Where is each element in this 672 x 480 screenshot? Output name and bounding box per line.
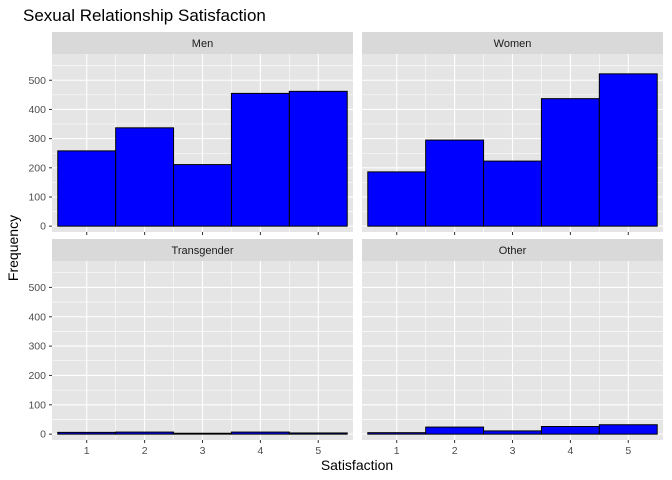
y-tick-label: 500 [28,75,46,87]
histogram-bar [115,127,175,227]
x-tick-label: 4 [567,445,573,457]
histogram-bar [57,431,117,435]
y-axis-title: Frequency [5,215,21,281]
facet-strip-label: Transgender [172,245,234,257]
facet-strip [362,239,663,261]
x-tick-label: 2 [452,445,458,457]
chart-title: Sexual Relationship Satisfaction [23,6,266,25]
histogram-bar [598,424,658,435]
facet-strip [52,32,353,54]
y-tick-label: 0 [40,429,46,441]
histogram-bar [57,150,117,227]
y-tick-label: 500 [28,282,46,294]
x-tick-label: 3 [200,445,206,457]
histogram-bar [230,431,290,435]
histogram-bar [598,73,658,227]
x-axis-title: Satisfaction [321,457,393,473]
facet-strip [362,32,663,54]
facet-strip [52,239,353,261]
x-tick-label: 5 [625,445,631,457]
y-tick-label: 200 [28,370,46,382]
x-tick-label: 1 [84,445,90,457]
x-tick-label: 3 [510,445,516,457]
histogram-bar [425,426,485,435]
y-tick-label: 200 [28,162,46,174]
histogram-bar [540,426,600,435]
histogram-bar [483,160,542,227]
histogram-bar [173,432,232,435]
histogram-bar [367,432,427,435]
facet-panel-other: Other 1 2 3 4 5 [362,239,663,457]
histogram-bar [288,432,348,435]
histogram-bar [288,90,348,227]
facet-panels: Men 0 100 200 300 400 500 Women Transgender 0 100 2… [28,32,663,457]
histogram-bar [483,430,542,435]
histogram-bar [367,171,427,227]
x-tick-label: 1 [394,445,400,457]
facet-panel-transgender: Transgender 0 100 200 300 400 500 1 2 3 4 5 [28,239,353,457]
facet-panel-women: Women [362,32,663,235]
x-tick-label: 2 [142,445,148,457]
y-tick-label: 100 [28,191,46,203]
facet-strip-label: Other [499,245,527,257]
histogram-bar [540,98,600,227]
x-tick-label: 4 [257,445,263,457]
facet-strip-label: Women [494,38,532,50]
y-tick-label: 400 [28,104,46,116]
y-tick-label: 300 [28,341,46,353]
y-tick-label: 0 [40,221,46,233]
histogram-bar [115,431,175,435]
y-tick-label: 400 [28,311,46,323]
histogram-bar [173,164,232,227]
y-tick-label: 100 [28,399,46,411]
y-tick-label: 300 [28,133,46,145]
facet-panel-men: Men 0 100 200 300 400 500 [28,32,353,235]
histogram-bar [425,139,485,227]
facet-strip-label: Men [192,38,213,50]
histogram-bar [230,92,290,227]
x-tick-label: 5 [315,445,321,457]
